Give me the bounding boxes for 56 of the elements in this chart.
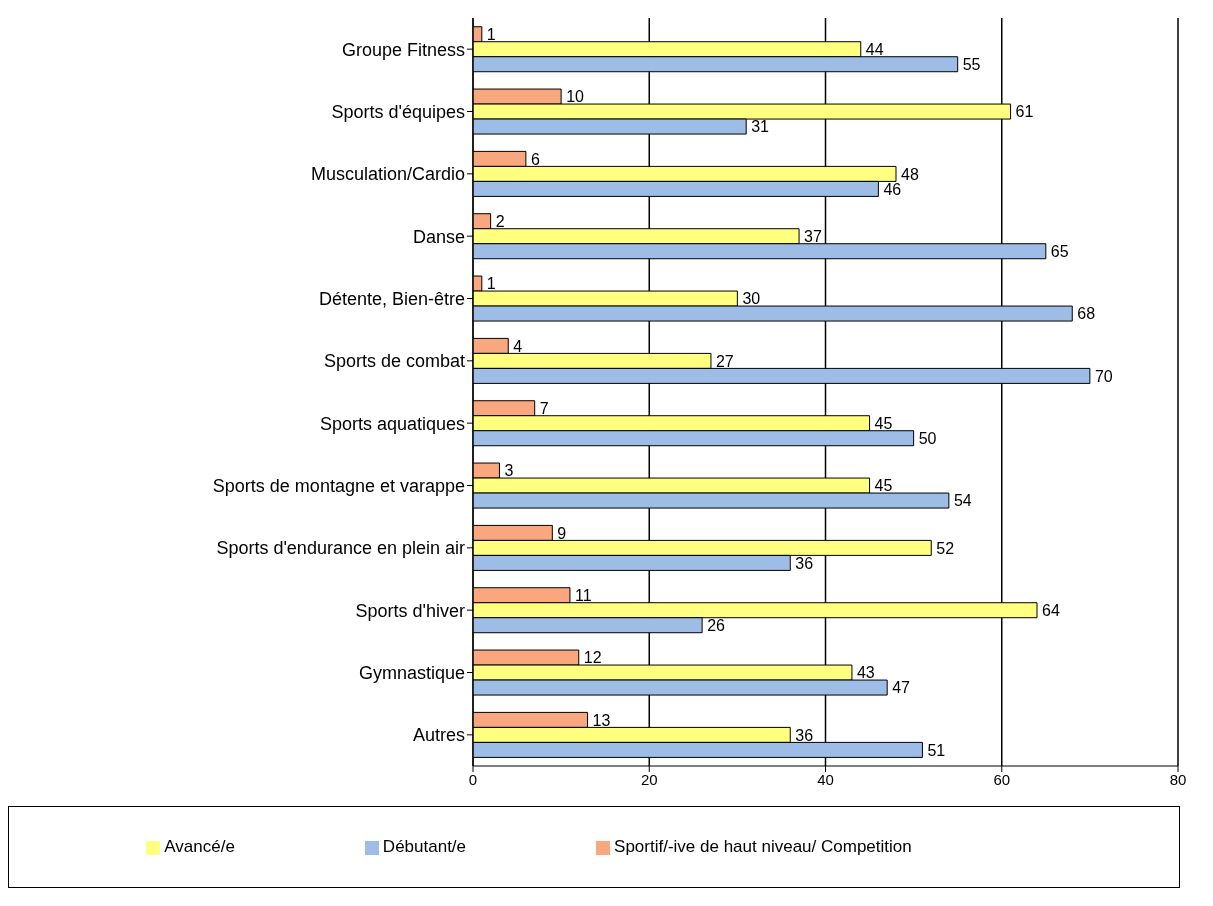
y-tick-label: Gymnastique [358, 662, 465, 683]
data-label: 45 [874, 477, 893, 495]
y-tick-label: Détente, Bien-être [318, 288, 465, 309]
data-label: 30 [742, 290, 761, 308]
data-label: 13 [592, 711, 611, 729]
y-tick-label: Sports de montagne et varappe [212, 475, 465, 496]
data-label: 55 [962, 55, 981, 73]
data-label: 1 [486, 25, 496, 43]
data-label: 31 [751, 118, 770, 136]
x-tick-label: 60 [993, 770, 1011, 788]
data-label: 27 [715, 352, 734, 370]
data-label: 50 [918, 429, 937, 447]
data-label: 10 [566, 88, 585, 106]
data-label: 36 [795, 726, 814, 744]
y-tick-label: Sports d'endurance en plein air [216, 538, 465, 559]
data-label: 3 [504, 462, 514, 480]
data-label: 12 [583, 649, 602, 667]
data-label: 64 [1042, 601, 1060, 619]
y-tick-label: Sports d'hiver [355, 600, 465, 621]
data-label: 37 [804, 227, 822, 245]
legend-label: Avancé/e [164, 837, 235, 856]
y-tick-label: Musculation/Cardio [310, 164, 465, 185]
data-label: 45 [874, 414, 893, 432]
legend-label: Sportif/-ive de haut niveau/ Competition [614, 837, 912, 856]
y-tick-label: Sports d'équipes [331, 101, 465, 122]
data-label: 2 [495, 212, 505, 230]
data-label: 4 [513, 337, 523, 355]
data-label: 43 [856, 664, 875, 682]
data-label: 52 [936, 539, 955, 557]
data-label: 54 [953, 492, 972, 510]
data-label: 47 [892, 679, 911, 697]
data-label: 11 [574, 586, 592, 604]
y-tick-label: Sports de combat [323, 351, 465, 372]
data-label: 70 [1094, 367, 1113, 385]
legend-label: Débutant/e [382, 837, 467, 856]
y-tick-label: Autres [412, 725, 465, 746]
data-label: 51 [927, 741, 946, 759]
data-label: 68 [1077, 305, 1096, 323]
y-tick-label: Danse [412, 226, 465, 247]
data-label: 26 [707, 616, 726, 634]
data-label: 7 [539, 399, 549, 417]
data-label: 36 [795, 554, 814, 572]
data-label: 44 [865, 40, 884, 58]
data-label: 61 [1015, 103, 1034, 121]
data-label: 48 [901, 165, 919, 183]
data-label: 46 [883, 180, 902, 198]
x-tick-label: 20 [640, 770, 658, 788]
x-tick-label: 80 [1169, 770, 1187, 788]
data-label: 65 [1050, 242, 1069, 260]
y-tick-label: Sports aquatiques [319, 413, 465, 434]
data-label: 9 [557, 524, 567, 542]
data-label: 1 [486, 275, 496, 293]
y-tick-label: Groupe Fitness [341, 39, 465, 60]
x-tick-label: 40 [817, 770, 834, 788]
data-label: 6 [530, 150, 540, 168]
x-tick-label: 0 [468, 770, 478, 788]
